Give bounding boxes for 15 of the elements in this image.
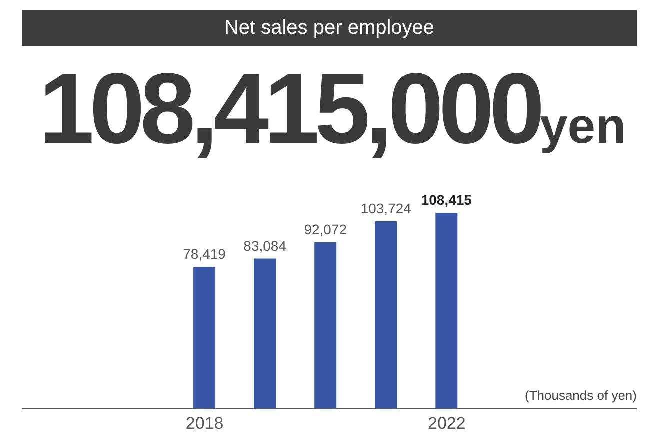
chart-subtitle: 108,415,000yen: [38, 53, 626, 165]
chart-title: Net sales per employee: [22, 10, 637, 46]
data-label: 103,724: [360, 200, 412, 216]
text: (Thousands of yen): [524, 388, 637, 403]
bar: [254, 258, 276, 409]
bar: [314, 242, 337, 409]
data-label: 83,084: [244, 238, 287, 254]
x-tick-label: 2022: [428, 414, 466, 434]
data-label: 92,072: [304, 222, 348, 238]
bar: [375, 221, 398, 409]
data-label: 108,415: [421, 192, 472, 208]
bar: [436, 213, 458, 409]
bar: [194, 267, 216, 409]
x-tick-label: 2018: [186, 414, 224, 434]
data-label: 78,419: [183, 246, 226, 262]
